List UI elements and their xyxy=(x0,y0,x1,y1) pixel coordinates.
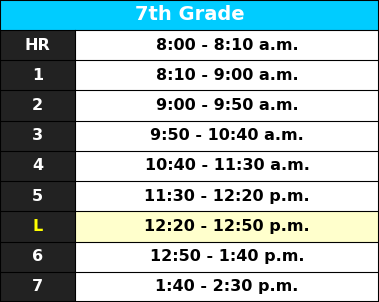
Bar xyxy=(0,0,379,30)
Text: 8:10 - 9:00 a.m.: 8:10 - 9:00 a.m. xyxy=(156,68,298,83)
Bar xyxy=(75,242,379,272)
Bar xyxy=(0,211,75,242)
Bar xyxy=(75,30,379,60)
Text: 7: 7 xyxy=(32,279,43,294)
Bar xyxy=(75,60,379,90)
Text: 12:50 - 1:40 p.m.: 12:50 - 1:40 p.m. xyxy=(150,249,304,264)
Bar xyxy=(0,151,75,181)
Bar xyxy=(0,60,75,90)
Bar xyxy=(75,211,379,242)
Text: 3: 3 xyxy=(32,128,43,143)
Text: 11:30 - 12:20 p.m.: 11:30 - 12:20 p.m. xyxy=(144,189,310,204)
Bar xyxy=(75,151,379,181)
Bar xyxy=(0,121,75,151)
Bar xyxy=(0,272,75,302)
Bar xyxy=(0,30,75,60)
Text: HR: HR xyxy=(25,38,50,53)
Text: L: L xyxy=(32,219,42,234)
Bar xyxy=(0,242,75,272)
Bar xyxy=(0,181,75,211)
Bar xyxy=(75,272,379,302)
Text: 7th Grade: 7th Grade xyxy=(135,5,244,24)
Text: 2: 2 xyxy=(32,98,43,113)
Bar xyxy=(0,90,75,121)
Text: 1:40 - 2:30 p.m.: 1:40 - 2:30 p.m. xyxy=(155,279,299,294)
Text: 12:20 - 12:50 p.m.: 12:20 - 12:50 p.m. xyxy=(144,219,310,234)
Text: 9:50 - 10:40 a.m.: 9:50 - 10:40 a.m. xyxy=(150,128,304,143)
Bar xyxy=(75,181,379,211)
Text: 5: 5 xyxy=(32,189,43,204)
Bar xyxy=(75,90,379,121)
Text: 6: 6 xyxy=(32,249,43,264)
Text: 9:00 - 9:50 a.m.: 9:00 - 9:50 a.m. xyxy=(156,98,298,113)
Text: 4: 4 xyxy=(32,159,43,174)
Text: 8:00 - 8:10 a.m.: 8:00 - 8:10 a.m. xyxy=(156,38,298,53)
Bar xyxy=(75,121,379,151)
Text: 10:40 - 11:30 a.m.: 10:40 - 11:30 a.m. xyxy=(144,159,309,174)
Text: 1: 1 xyxy=(32,68,43,83)
